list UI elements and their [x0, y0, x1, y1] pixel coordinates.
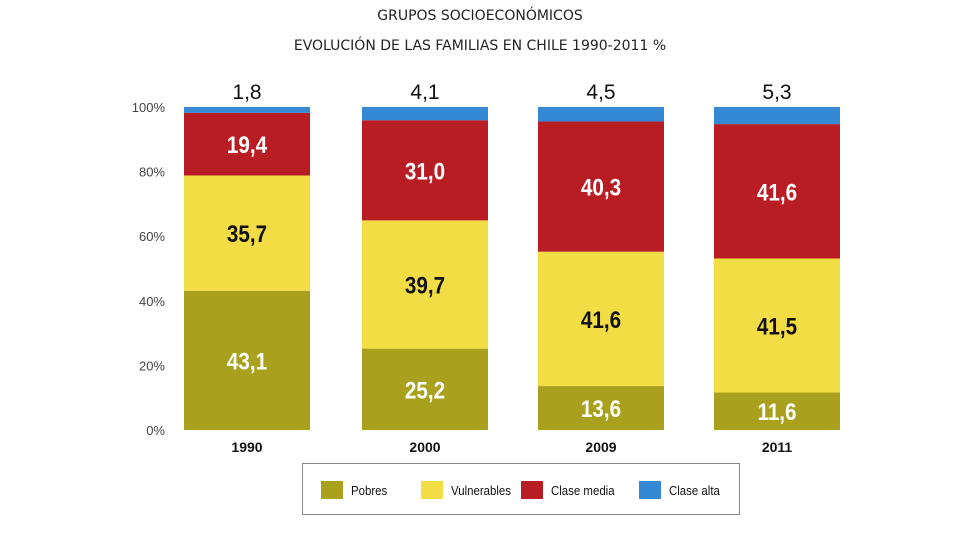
- legend-swatch: [639, 481, 661, 499]
- data-label-pobres: 43,1: [227, 348, 267, 375]
- legend-swatch: [321, 481, 343, 499]
- bar-segment-vulnerables: [362, 220, 488, 349]
- y-tick-label: 40%: [139, 294, 165, 309]
- y-tick-label: 60%: [139, 229, 165, 244]
- bar-segment-vulnerables: [538, 251, 664, 387]
- data-label-vulnerables: 41,6: [581, 306, 621, 333]
- data-label-clase-alta: 5,3: [762, 81, 791, 104]
- bar-segment-clase-alta: [538, 107, 664, 122]
- bar-segment-clase-alta: [184, 107, 310, 113]
- bar-segment-clase-alta: [714, 107, 840, 125]
- data-label-vulnerables: 35,7: [227, 221, 267, 248]
- bar-segment-pobres: [184, 290, 310, 430]
- legend-item-clase-media: Clase media: [521, 481, 623, 499]
- y-tick-label: 80%: [139, 165, 165, 180]
- data-label-pobres: 11,6: [757, 399, 796, 426]
- legend-label: Clase alta: [669, 482, 720, 498]
- data-label-clase-media: 19,4: [227, 132, 268, 159]
- y-tick-label: 100%: [132, 100, 166, 115]
- legend-label: Clase media: [551, 482, 615, 498]
- data-label-pobres: 13,6: [581, 396, 621, 423]
- bar-segment-pobres: [714, 392, 840, 430]
- data-label-vulnerables: 39,7: [405, 272, 445, 299]
- y-tick-label: 20%: [139, 358, 165, 373]
- data-label-pobres: 25,2: [405, 377, 445, 404]
- legend-swatch: [421, 481, 443, 499]
- x-tick-label: 2000: [409, 439, 440, 455]
- data-label-vulnerables: 41,5: [757, 313, 797, 340]
- legend-label: Vulnerables: [451, 482, 512, 498]
- bar-segment-clase-media: [714, 124, 840, 259]
- chart-subtitle: EVOLUCIÓN DE LAS FAMILIAS EN CHILE 1990-…: [293, 38, 667, 54]
- legend-item-vulnerables: Vulnerables: [421, 481, 519, 499]
- data-label-clase-alta: 1,8: [232, 81, 261, 104]
- chart-title: GRUPOS SOCIOECONÓMICOS: [377, 8, 583, 24]
- x-tick-label: 2009: [585, 439, 616, 455]
- legend-label: Pobres: [351, 482, 388, 498]
- bar-segment-pobres: [538, 386, 664, 430]
- bar-segment-clase-media: [538, 121, 664, 252]
- data-label-clase-alta: 4,1: [410, 81, 439, 104]
- data-label-clase-media: 31,0: [405, 158, 445, 185]
- legend-item-pobres: Pobres: [321, 481, 392, 499]
- bar-segment-vulnerables: [714, 258, 840, 393]
- x-tick-label: 2011: [762, 439, 793, 455]
- bar-segment-clase-media: [184, 112, 310, 176]
- bar-segment-pobres: [362, 348, 488, 430]
- legend-swatch: [521, 481, 543, 499]
- data-label-clase-alta: 4,5: [586, 81, 615, 104]
- x-tick-label: 1990: [231, 439, 262, 455]
- legend-item-clase-alta: Clase alta: [639, 481, 727, 499]
- bar-segment-vulnerables: [184, 175, 310, 291]
- data-label-clase-media: 41,6: [757, 179, 797, 206]
- chart-legend: Pobres Vulnerables Clase media Clase alta: [302, 463, 740, 515]
- bar-segment-clase-alta: [362, 107, 488, 121]
- data-label-clase-media: 40,3: [581, 174, 621, 201]
- y-tick-label: 0%: [146, 423, 165, 438]
- bar-segment-clase-media: [362, 120, 488, 221]
